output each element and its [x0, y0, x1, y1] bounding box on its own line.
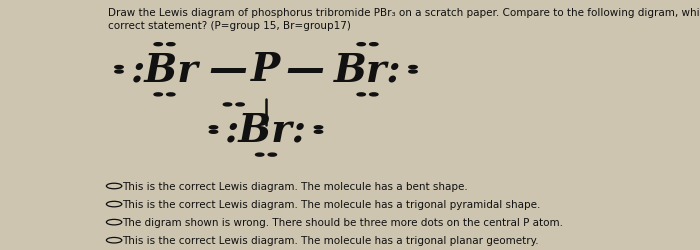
Circle shape	[154, 44, 162, 46]
Circle shape	[167, 94, 175, 96]
Circle shape	[409, 71, 417, 74]
Circle shape	[167, 44, 175, 46]
Circle shape	[236, 104, 244, 106]
Circle shape	[154, 94, 162, 96]
Text: Draw the Lewis diagram of phosphorus tribromide PBr₃ on a scratch paper. Compare: Draw the Lewis diagram of phosphorus tri…	[108, 8, 700, 31]
Circle shape	[268, 154, 277, 156]
Text: This is the correct Lewis diagram. The molecule has a trigonal planar geometry.: This is the correct Lewis diagram. The m…	[122, 235, 539, 245]
Text: This is the correct Lewis diagram. The molecule has a trigonal pyramidal shape.: This is the correct Lewis diagram. The m…	[122, 199, 541, 209]
Text: —: —	[285, 51, 324, 89]
Circle shape	[314, 131, 323, 134]
Text: :Br:: :Br:	[225, 111, 307, 149]
Circle shape	[314, 126, 323, 129]
Text: Br:: Br:	[334, 51, 401, 89]
Circle shape	[370, 94, 378, 96]
Text: P: P	[251, 51, 281, 89]
Circle shape	[357, 94, 365, 96]
Circle shape	[115, 71, 123, 74]
Circle shape	[370, 44, 378, 46]
Circle shape	[209, 126, 218, 129]
Circle shape	[409, 66, 417, 69]
Circle shape	[223, 104, 232, 106]
Text: This is the correct Lewis diagram. The molecule has a bent shape.: This is the correct Lewis diagram. The m…	[122, 181, 468, 191]
Circle shape	[256, 154, 264, 156]
Circle shape	[357, 44, 365, 46]
Circle shape	[209, 131, 218, 134]
Circle shape	[115, 66, 123, 69]
Text: :Br: :Br	[131, 51, 198, 89]
Text: —: —	[208, 51, 247, 89]
Text: The digram shown is wrong. There should be three more dots on the central P atom: The digram shown is wrong. There should …	[122, 217, 564, 227]
